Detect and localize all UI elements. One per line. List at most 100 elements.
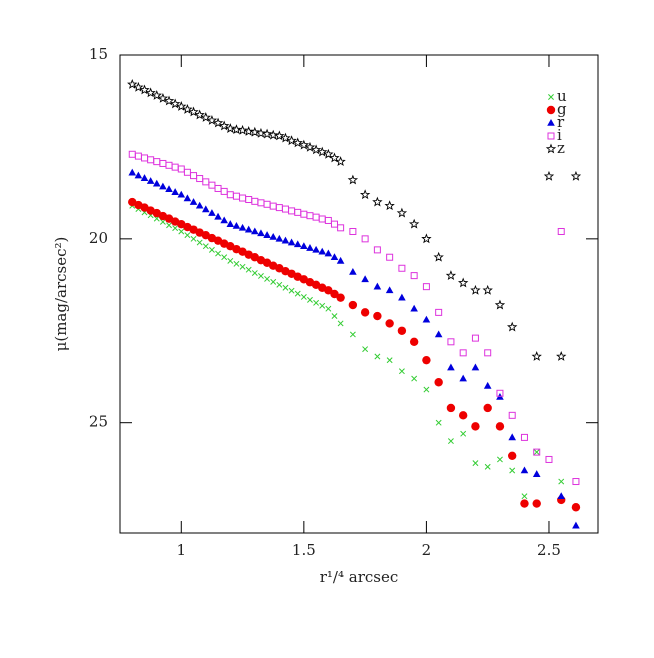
point — [292, 137, 303, 148]
x-tick-label: 1.5 — [292, 541, 316, 559]
point — [508, 433, 517, 441]
point — [182, 103, 193, 114]
point — [471, 363, 480, 371]
point — [189, 198, 198, 205]
legend-label: i — [557, 126, 562, 144]
point — [373, 282, 382, 290]
point — [163, 95, 175, 106]
point — [196, 239, 203, 246]
point — [471, 334, 479, 342]
point — [558, 478, 565, 485]
point — [184, 232, 191, 239]
point — [275, 234, 284, 242]
point — [159, 182, 167, 190]
point — [176, 101, 187, 111]
point — [361, 235, 369, 243]
point — [306, 244, 314, 251]
point — [422, 355, 431, 365]
point — [348, 300, 358, 310]
point — [398, 293, 406, 301]
point — [225, 123, 236, 133]
point — [147, 156, 155, 164]
point — [200, 112, 211, 122]
point — [127, 78, 138, 89]
point — [398, 368, 405, 375]
point — [508, 451, 517, 460]
point — [212, 117, 224, 128]
point — [177, 190, 186, 198]
point — [282, 284, 289, 291]
point — [335, 156, 346, 167]
point — [472, 460, 479, 467]
point — [298, 139, 310, 150]
point — [572, 478, 580, 486]
point — [206, 115, 218, 125]
point — [386, 253, 394, 261]
point — [249, 126, 260, 137]
point — [410, 272, 418, 280]
point — [336, 256, 345, 264]
legend-label: g — [557, 100, 567, 118]
point — [300, 242, 308, 249]
point — [151, 89, 162, 100]
point — [447, 438, 454, 445]
point — [128, 150, 136, 158]
point — [257, 229, 265, 237]
point — [422, 315, 431, 323]
point — [458, 411, 468, 420]
point — [275, 204, 283, 212]
point — [141, 154, 149, 162]
point — [269, 233, 278, 240]
point — [408, 218, 420, 229]
point — [128, 168, 137, 176]
legend-marker — [548, 94, 554, 100]
point — [330, 289, 339, 299]
point — [446, 403, 456, 413]
point — [215, 250, 222, 257]
point — [286, 135, 297, 146]
point — [556, 351, 567, 361]
point — [243, 126, 254, 136]
point — [145, 87, 156, 98]
point — [219, 120, 230, 131]
point — [208, 209, 216, 216]
point — [349, 267, 357, 275]
point — [484, 463, 491, 470]
point — [422, 283, 430, 291]
point — [232, 192, 240, 200]
point — [384, 200, 395, 211]
point — [276, 281, 283, 288]
point — [533, 449, 540, 456]
point — [362, 346, 369, 353]
point — [435, 419, 442, 426]
point — [533, 448, 541, 456]
point — [531, 351, 542, 361]
point — [238, 223, 247, 231]
point — [194, 109, 205, 120]
point — [300, 210, 308, 218]
point — [165, 185, 173, 193]
point — [433, 251, 444, 262]
point — [532, 499, 541, 508]
point — [159, 159, 167, 167]
point — [257, 273, 264, 279]
point — [318, 215, 326, 223]
point — [244, 225, 253, 233]
point — [306, 212, 314, 220]
point — [133, 81, 144, 92]
point — [255, 127, 267, 138]
point — [171, 188, 179, 195]
x-tick-label: 2 — [422, 541, 432, 559]
point — [571, 503, 581, 512]
point — [287, 238, 296, 246]
point — [313, 299, 320, 306]
point — [152, 179, 161, 187]
point — [495, 422, 505, 431]
point — [360, 308, 370, 317]
point — [208, 181, 216, 189]
point — [349, 227, 357, 235]
point — [245, 266, 252, 273]
point — [324, 286, 333, 295]
point — [190, 172, 198, 180]
